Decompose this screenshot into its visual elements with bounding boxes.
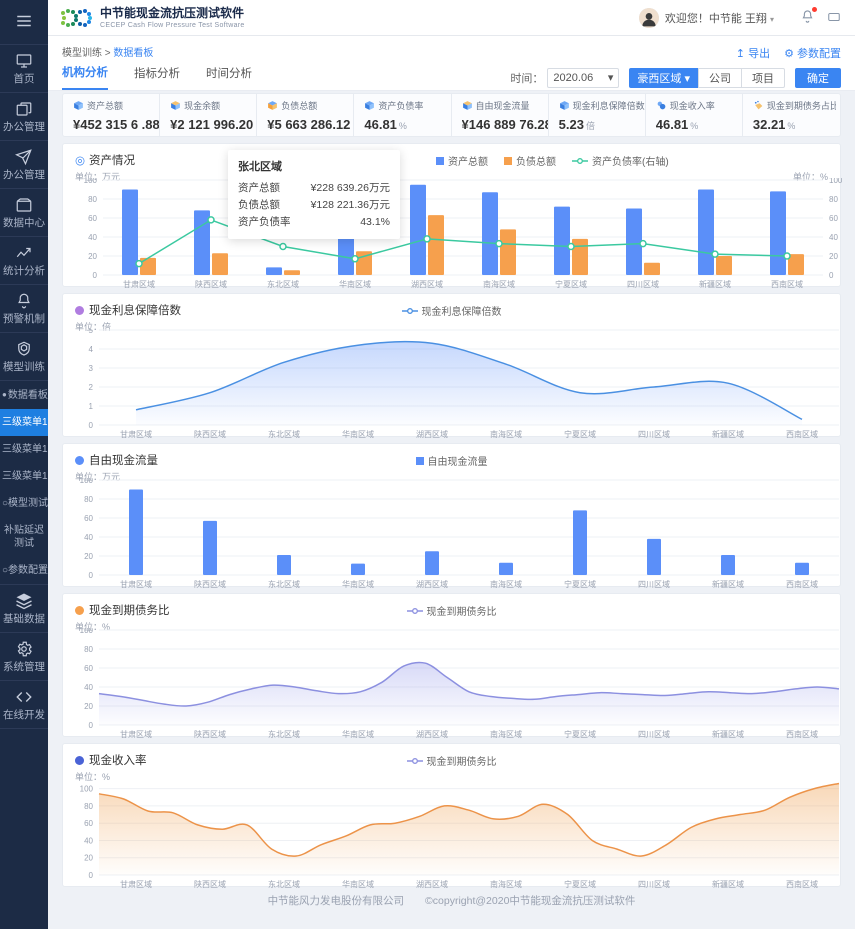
svg-text:宁夏区域: 宁夏区域	[564, 729, 596, 738]
svg-text:40: 40	[84, 533, 93, 542]
svg-text:60: 60	[84, 664, 93, 673]
svg-text:陕西区域: 陕西区域	[194, 729, 226, 738]
svg-text:华南区域: 华南区域	[342, 579, 374, 588]
svg-text:新疆区域: 新疆区域	[712, 729, 744, 738]
svg-text:四川区域: 四川区域	[627, 279, 659, 288]
svg-text:南海区域: 南海区域	[490, 729, 522, 738]
svg-text:40: 40	[84, 837, 93, 846]
svg-text:西南区域: 西南区域	[771, 279, 803, 288]
svg-text:宁夏区域: 宁夏区域	[555, 279, 587, 288]
svg-text:0: 0	[89, 721, 94, 730]
svg-text:宁夏区域: 宁夏区域	[564, 429, 596, 438]
svg-text:东北区域: 东北区域	[268, 729, 300, 738]
svg-text:宁夏区域: 宁夏区域	[564, 879, 596, 888]
svg-text:0: 0	[829, 271, 834, 280]
svg-text:华南区域: 华南区域	[342, 729, 374, 738]
svg-text:0: 0	[89, 421, 94, 430]
svg-text:西南区域: 西南区域	[786, 579, 818, 588]
svg-text:西南区域: 西南区域	[786, 879, 818, 888]
svg-text:西南区域: 西南区域	[786, 429, 818, 438]
svg-text:华南区域: 华南区域	[342, 429, 374, 438]
svg-text:华南区域: 华南区域	[342, 879, 374, 888]
svg-text:100: 100	[80, 478, 94, 485]
svg-text:东北区域: 东北区域	[267, 279, 299, 288]
svg-text:陕西区域: 陕西区域	[194, 429, 226, 438]
svg-text:80: 80	[84, 645, 93, 654]
svg-text:0: 0	[93, 271, 98, 280]
svg-text:3: 3	[89, 364, 94, 373]
svg-text:湖西区域: 湖西区域	[416, 879, 448, 888]
svg-text:陕西区域: 陕西区域	[194, 579, 226, 588]
svg-text:湖西区域: 湖西区域	[411, 279, 443, 288]
svg-text:0: 0	[89, 871, 94, 880]
svg-text:0: 0	[89, 571, 94, 580]
svg-text:60: 60	[88, 214, 97, 223]
svg-text:西南区域: 西南区域	[786, 729, 818, 738]
svg-text:四川区域: 四川区域	[638, 879, 670, 888]
svg-text:5: 5	[89, 328, 94, 335]
svg-text:80: 80	[829, 195, 838, 204]
svg-text:100: 100	[829, 178, 843, 185]
svg-text:新疆区域: 新疆区域	[712, 879, 744, 888]
svg-text:20: 20	[84, 552, 93, 561]
svg-text:南海区域: 南海区域	[490, 579, 522, 588]
svg-text:40: 40	[829, 233, 838, 242]
svg-text:80: 80	[84, 495, 93, 504]
svg-text:湖西区域: 湖西区域	[416, 429, 448, 438]
svg-text:甘肃区域: 甘肃区域	[120, 429, 152, 438]
svg-text:40: 40	[84, 683, 93, 692]
svg-text:100: 100	[80, 785, 94, 794]
svg-text:80: 80	[88, 195, 97, 204]
svg-text:40: 40	[88, 233, 97, 242]
svg-text:陕西区域: 陕西区域	[195, 279, 227, 288]
svg-text:四川区域: 四川区域	[638, 429, 670, 438]
svg-text:湖西区域: 湖西区域	[416, 579, 448, 588]
svg-text:80: 80	[84, 802, 93, 811]
svg-text:陕西区域: 陕西区域	[194, 879, 226, 888]
svg-text:甘肃区域: 甘肃区域	[123, 279, 155, 288]
svg-text:新疆区域: 新疆区域	[712, 429, 744, 438]
svg-text:4: 4	[89, 345, 94, 354]
svg-text:甘肃区域: 甘肃区域	[120, 579, 152, 588]
svg-text:20: 20	[84, 702, 93, 711]
svg-text:东北区域: 东北区域	[268, 579, 300, 588]
svg-text:100: 100	[80, 628, 94, 635]
svg-text:100: 100	[84, 178, 98, 185]
svg-text:东北区域: 东北区域	[268, 429, 300, 438]
svg-text:新疆区域: 新疆区域	[712, 579, 744, 588]
svg-text:60: 60	[84, 819, 93, 828]
svg-text:南海区域: 南海区域	[490, 879, 522, 888]
svg-text:四川区域: 四川区域	[638, 579, 670, 588]
svg-text:60: 60	[84, 514, 93, 523]
svg-text:华南区域: 华南区域	[339, 279, 371, 288]
svg-text:南海区域: 南海区域	[490, 429, 522, 438]
svg-text:四川区域: 四川区域	[638, 729, 670, 738]
svg-text:1: 1	[89, 402, 94, 411]
svg-text:湖西区域: 湖西区域	[416, 729, 448, 738]
svg-text:东北区域: 东北区域	[268, 879, 300, 888]
svg-text:宁夏区域: 宁夏区域	[564, 579, 596, 588]
svg-text:南海区域: 南海区域	[483, 279, 515, 288]
svg-text:20: 20	[88, 252, 97, 261]
svg-text:60: 60	[829, 214, 838, 223]
svg-text:2: 2	[89, 383, 94, 392]
svg-text:新疆区域: 新疆区域	[699, 279, 731, 288]
svg-text:甘肃区域: 甘肃区域	[120, 879, 152, 888]
svg-text:甘肃区域: 甘肃区域	[120, 729, 152, 738]
svg-text:20: 20	[84, 854, 93, 863]
svg-text:20: 20	[829, 252, 838, 261]
